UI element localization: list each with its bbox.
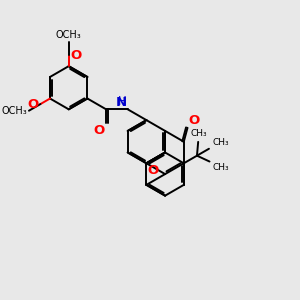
Text: O: O — [93, 124, 104, 137]
Text: OCH₃: OCH₃ — [56, 30, 82, 40]
Text: CH₃: CH₃ — [213, 163, 230, 172]
Text: O: O — [70, 49, 82, 62]
Text: OCH₃: OCH₃ — [2, 106, 27, 116]
Text: O: O — [148, 164, 159, 177]
Text: O: O — [28, 98, 39, 111]
Text: CH₃: CH₃ — [212, 138, 229, 147]
Text: H: H — [118, 95, 127, 108]
Text: CH₃: CH₃ — [190, 129, 207, 138]
Text: N: N — [116, 96, 127, 109]
Text: O: O — [188, 114, 199, 127]
